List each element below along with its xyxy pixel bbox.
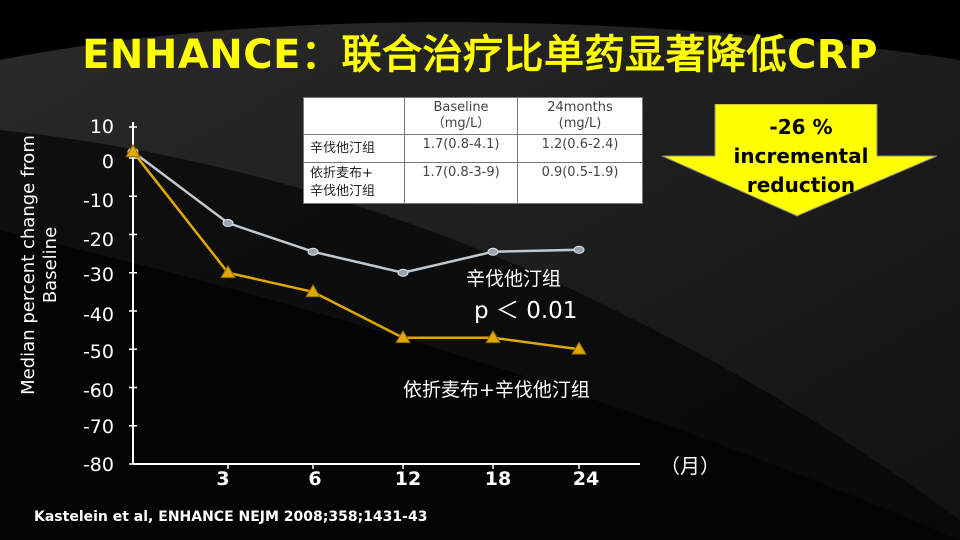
table-row: 辛伐他汀组 1.7(0.8-4.1) 1.2(0.6-2.4) (303, 134, 643, 163)
table-cell-baseline: 1.7(0.8-3-9) (404, 162, 518, 204)
y-tick-label: -20 (82, 229, 114, 251)
callout-line-1: -26 % (769, 115, 833, 139)
y-tick-label: 10 (89, 116, 114, 138)
x-tick-label: 24 (572, 468, 600, 490)
simvastatin-line (132, 150, 580, 275)
combination-series-label: 依折麦布+辛伐他汀组 (403, 379, 590, 401)
combination-data-point (571, 341, 587, 355)
simvastatin-data-point (573, 245, 585, 254)
table-cell-baseline: 1.7(0.8-4.1) (404, 134, 518, 163)
y-tick-label: -10 (82, 190, 114, 212)
x-tick-label: 12 (394, 468, 422, 490)
table-cell-24months: 0.9(0.5-1.9) (517, 162, 643, 204)
slide-title: ENHANCE：联合治疗比单药显著降低CRP (82, 32, 878, 78)
combination-data-point (395, 329, 411, 344)
combination-data-point (305, 283, 321, 298)
table-header-row: Baseline （mg/L） 24months (mg/L) (303, 97, 643, 135)
x-tick-label: 3 (216, 468, 230, 490)
combination-data-point (485, 329, 501, 344)
table-header-cell: Baseline （mg/L） (404, 97, 518, 135)
reduction-callout-arrow (662, 104, 938, 217)
citation-text: Kastelein et al, ENHANCE NEJM 2008;358;1… (34, 509, 428, 525)
simvastatin-data-point (487, 247, 499, 256)
table-row: 依折麦布+ 辛伐他汀组 1.7(0.8-3-9) 0.9(0.5-1.9) (303, 162, 643, 204)
combination-data-point (125, 143, 141, 158)
y-tick-label: -40 (82, 304, 114, 326)
combination-data-point (220, 264, 236, 279)
y-tick-label: -30 (82, 264, 114, 286)
crp-data-table: Baseline （mg/L） 24months (mg/L) 辛伐他汀组 1.… (303, 97, 643, 204)
simvastatin-data-point (397, 268, 409, 277)
y-tick-label: -70 (82, 416, 114, 438)
simvastatin-series-label: 辛伐他汀组 (466, 268, 562, 290)
table-row-name: 依折麦布+ 辛伐他汀组 (303, 162, 405, 204)
x-tick-label: 18 (484, 468, 512, 490)
combination-line (132, 151, 580, 351)
table-header-cell (303, 97, 405, 135)
simvastatin-data-point (222, 219, 234, 228)
table-header-cell: 24months (mg/L) (517, 97, 643, 135)
callout-line-2: incremental (733, 144, 869, 168)
y-tick-label: -60 (82, 380, 114, 402)
x-tick-label: 6 (308, 468, 322, 490)
reduction-callout-text: -26 % incremental reduction (713, 113, 889, 200)
callout-line-3: reduction (746, 173, 856, 197)
table-cell-24months: 1.2(0.6-2.4) (517, 134, 643, 163)
y-tick-label: -50 (82, 341, 114, 363)
table-row-name: 辛伐他汀组 (303, 134, 405, 163)
chart-series (125, 143, 587, 355)
y-tick-label: -80 (82, 454, 114, 476)
simvastatin-data-point (307, 247, 319, 256)
x-axis-unit: （月） (660, 454, 720, 478)
y-tick-label: 0 (101, 151, 114, 173)
chart-axes (129, 122, 640, 469)
p-value-label: p ＜ 0.01 (474, 298, 578, 324)
